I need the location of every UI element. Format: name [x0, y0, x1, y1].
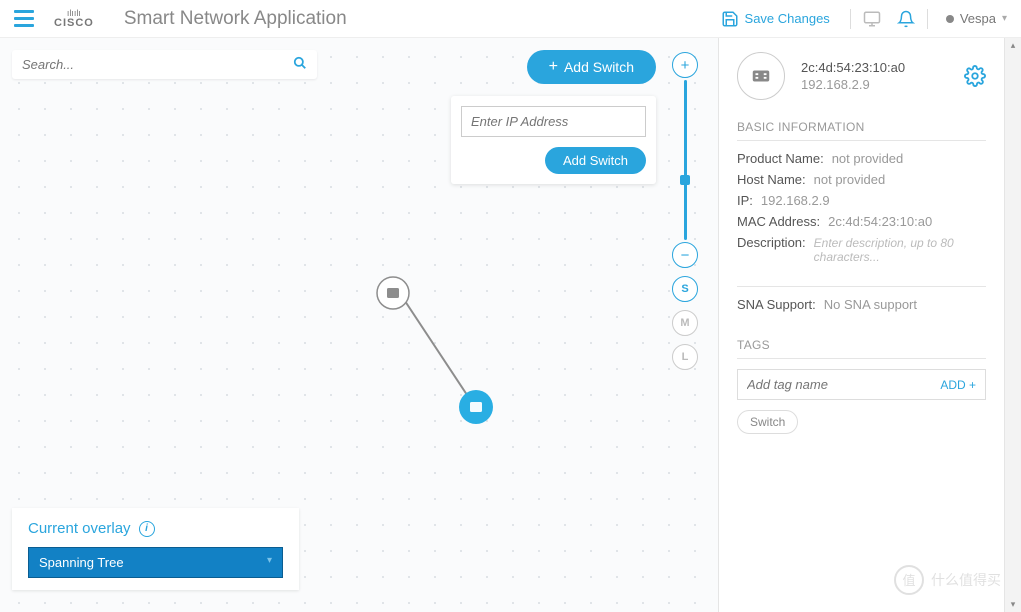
topology-link[interactable] — [401, 295, 475, 407]
search-input[interactable] — [22, 57, 293, 72]
scrollbar[interactable]: ▴ ▾ — [1004, 38, 1021, 612]
cisco-logo: ılıılı CISCO — [54, 9, 94, 29]
scroll-up-icon[interactable]: ▴ — [1005, 40, 1021, 51]
device-icon — [737, 52, 785, 100]
add-switch-popup: Add Switch — [451, 96, 656, 184]
info-icon[interactable]: i — [139, 521, 155, 537]
search-icon[interactable] — [293, 56, 307, 73]
tag-name-input[interactable] — [747, 377, 940, 392]
scroll-down-icon[interactable]: ▾ — [1005, 599, 1021, 610]
add-tag-button[interactable]: ADD + — [940, 378, 976, 392]
plus-icon: + — [549, 58, 558, 76]
tags-title: TAGS — [737, 338, 986, 352]
menu-icon[interactable] — [14, 10, 34, 27]
mode-l-button[interactable]: L — [672, 344, 698, 370]
overlay-select[interactable]: Spanning Tree — [28, 547, 283, 578]
host-name-row: Host Name:not provided — [737, 172, 986, 187]
chevron-down-icon: ▾ — [1002, 13, 1007, 24]
notifications-icon[interactable] — [897, 10, 915, 28]
monitor-icon[interactable] — [863, 10, 881, 28]
add-switch-button[interactable]: + Add Switch — [527, 50, 656, 84]
tag-chip[interactable]: Switch — [737, 410, 798, 434]
zoom-handle[interactable] — [680, 175, 690, 185]
overlay-panel: Current overlay i Spanning Tree — [12, 508, 299, 590]
description-row[interactable]: Description:Enter description, up to 80 … — [737, 235, 986, 264]
search-box[interactable] — [12, 50, 317, 79]
mac-row: MAC Address:2c:4d:54:23:10:a0 — [737, 214, 986, 229]
user-name-label: Vespa — [960, 11, 996, 26]
add-switch-confirm-button[interactable]: Add Switch — [545, 147, 646, 174]
topbar: ılıılı CISCO Smart Network Application S… — [0, 0, 1021, 38]
topology-canvas[interactable]: + Add Switch Add Switch + − S M L — [0, 38, 718, 612]
zoom-controls: + − S M L — [670, 52, 700, 370]
product-name-row: Product Name:not provided — [737, 151, 986, 166]
divider — [737, 358, 986, 359]
ip-row: IP:192.168.2.9 — [737, 193, 986, 208]
ip-address-input[interactable] — [461, 106, 646, 137]
mode-s-button[interactable]: S — [672, 276, 698, 302]
mode-m-button[interactable]: M — [672, 310, 698, 336]
user-menu[interactable]: Vespa ▾ — [946, 11, 1007, 26]
topology-node-parent[interactable] — [377, 277, 409, 309]
zoom-in-button[interactable]: + — [672, 52, 698, 78]
tag-input-row: ADD + — [737, 369, 986, 400]
save-changes-label: Save Changes — [745, 11, 830, 26]
divider — [850, 9, 851, 29]
topology-node-switch[interactable] — [459, 390, 493, 424]
app-title: Smart Network Application — [124, 8, 347, 30]
device-header: 2c:4d:54:23:10:a0 192.168.2.9 — [737, 52, 986, 100]
divider — [927, 9, 928, 29]
settings-icon[interactable] — [964, 65, 986, 87]
divider — [737, 286, 986, 287]
device-mac: 2c:4d:54:23:10:a0 — [801, 60, 948, 75]
sna-support-row: SNA Support:No SNA support — [737, 297, 986, 312]
basic-info-title: BASIC INFORMATION — [737, 120, 986, 134]
add-switch-label: Add Switch — [564, 59, 634, 75]
zoom-out-button[interactable]: − — [672, 242, 698, 268]
save-changes-button[interactable]: Save Changes — [721, 10, 830, 28]
status-dot-icon — [946, 15, 954, 23]
details-panel: 2c:4d:54:23:10:a0 192.168.2.9 BASIC INFO… — [718, 38, 1021, 612]
device-ip: 192.168.2.9 — [801, 77, 948, 92]
overlay-title: Current overlay i — [28, 520, 283, 537]
save-icon — [721, 10, 739, 28]
main: + Add Switch Add Switch + − S M L — [0, 38, 1021, 612]
zoom-slider[interactable] — [684, 80, 687, 240]
divider — [737, 140, 986, 141]
